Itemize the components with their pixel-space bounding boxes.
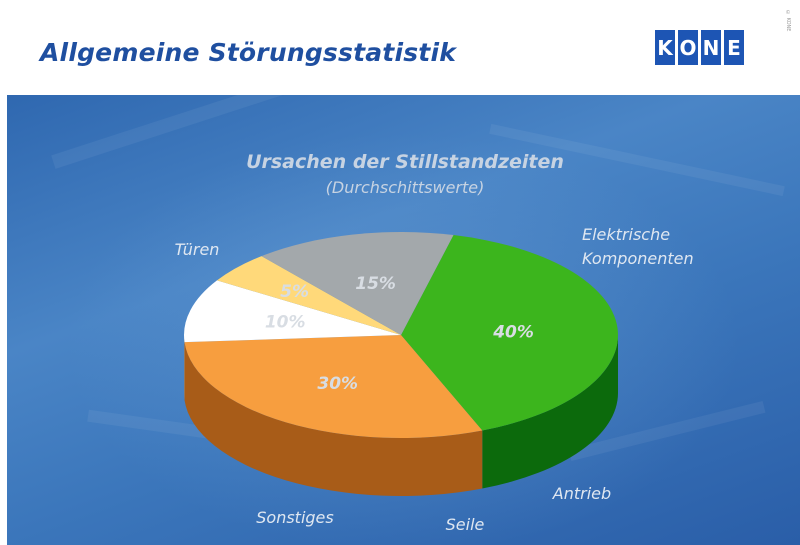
copyright-notice: © KONE	[785, 10, 791, 32]
category-label-tueren: Türen	[175, 240, 220, 259]
pie-slice-tueren	[401, 235, 618, 431]
kone-logo: K O N E	[655, 30, 744, 65]
chart-panel: Ursachen der Stillstandzeiten (Durchschi…	[7, 95, 800, 545]
pie-value-label: 5%	[280, 282, 309, 302]
category-label-antrieb: Antrieb	[552, 484, 611, 503]
page-title: Allgemeine Störungsstatistik	[40, 38, 457, 67]
pie-sides	[184, 335, 618, 497]
pie-slice-seile	[216, 256, 401, 335]
pie-slice-elektrische-komponenten	[184, 335, 483, 439]
chart-subtitle: (Durchschittswerte)	[326, 178, 485, 197]
pie-side-tueren	[482, 335, 618, 489]
pie-value-label: 15%	[355, 274, 396, 294]
category-label-sonstiges: Sonstiges	[256, 508, 333, 527]
pie-slice-sonstiges	[261, 232, 454, 335]
logo-letter: N	[701, 30, 721, 65]
category-label-elektrische-komponenten: Elektrische Komponenten	[582, 225, 694, 268]
pie-category-labels: Türen Elektrische Komponenten Antrieb Seile S…	[175, 225, 694, 534]
pie-value-label: 30%	[317, 374, 358, 394]
pie-tops	[183, 232, 618, 439]
pie-value-label: 10%	[265, 312, 306, 332]
chart-title: Ursachen der Stillstandzeiten	[246, 151, 564, 173]
logo-letter: K	[655, 30, 675, 65]
pie-side-elektrische-komponenten	[184, 342, 483, 497]
category-label-seile: Seile	[446, 515, 485, 534]
logo-letter: E	[724, 30, 744, 65]
pie-slice-antrieb	[183, 280, 401, 343]
pie-side-antrieb	[184, 335, 185, 401]
pie-value-labels: 40% 30% 10% 5% 15%	[265, 274, 534, 394]
logo-letter: O	[678, 30, 698, 65]
pie-value-label: 40%	[492, 322, 534, 342]
pie-chart: Ursachen der Stillstandzeiten (Durchschi…	[175, 151, 694, 534]
